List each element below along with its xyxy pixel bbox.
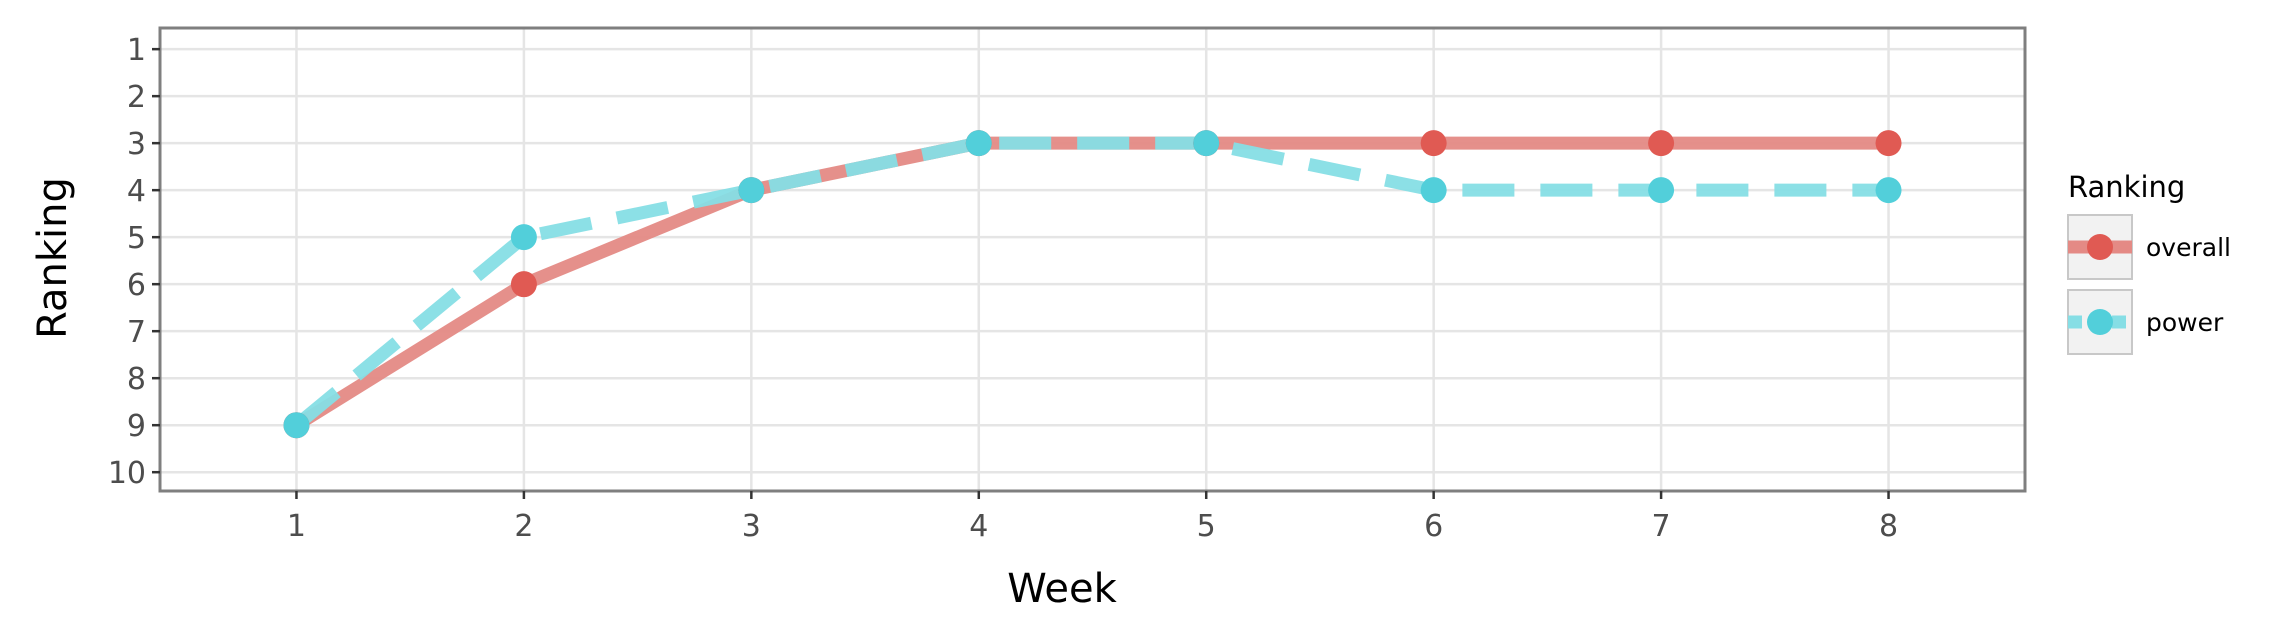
point-power — [738, 177, 765, 204]
legend-key-point — [2087, 309, 2113, 335]
legend-title: Ranking — [2068, 170, 2185, 204]
x-tick-label: 3 — [742, 509, 761, 544]
legend-item-overall: overall — [2067, 214, 2231, 280]
point-power — [1193, 130, 1220, 157]
y-tick-label: 7 — [127, 315, 146, 350]
plot-border — [158, 26, 2027, 493]
y-tick-label: 3 — [127, 127, 146, 162]
y-tick-label: 8 — [127, 362, 146, 397]
y-tick-label: 10 — [108, 456, 146, 491]
y-axis-title: Ranking — [30, 177, 76, 339]
x-axis-ticks: 1 2 3 4 5 6 7 8 — [287, 491, 1898, 544]
point-power — [283, 412, 310, 439]
legend-label: power — [2146, 308, 2224, 337]
point-overall — [510, 271, 537, 298]
x-tick-label: 5 — [1197, 509, 1216, 544]
y-tick-label: 6 — [127, 268, 146, 303]
series-line-power — [292, 136, 1889, 431]
point-power — [510, 224, 537, 251]
legend-item-power: power — [2067, 289, 2224, 355]
legend-label: overall — [2146, 233, 2231, 262]
x-tick-label: 1 — [287, 509, 306, 544]
y-tick-label: 2 — [127, 80, 146, 115]
grid-lines — [160, 28, 2025, 491]
point-power — [1875, 177, 1902, 204]
point-power — [965, 130, 992, 157]
y-tick-label: 5 — [127, 221, 146, 256]
x-tick-label: 8 — [1879, 509, 1898, 544]
point-overall — [1648, 130, 1675, 157]
point-overall — [1875, 130, 1902, 157]
point-overall — [1420, 130, 1447, 157]
legend-key-point — [2087, 234, 2113, 260]
x-tick-label: 6 — [1424, 509, 1443, 544]
point-power — [1648, 177, 1675, 204]
point-power — [1420, 177, 1447, 204]
series-lines — [292, 136, 1889, 431]
x-axis-title: Week — [1007, 566, 1117, 612]
y-axis-ticks: 1 2 3 4 5 6 7 8 9 10 — [108, 33, 160, 491]
plot-panel — [160, 28, 2025, 491]
y-tick-label: 4 — [127, 174, 146, 209]
y-tick-label: 9 — [127, 409, 146, 444]
y-tick-label: 1 — [127, 33, 146, 68]
x-tick-label: 2 — [514, 509, 533, 544]
x-tick-label: 7 — [1652, 509, 1671, 544]
legend: Ranking overall power — [2067, 170, 2231, 355]
x-tick-label: 4 — [969, 509, 988, 544]
series-points — [283, 130, 1902, 439]
